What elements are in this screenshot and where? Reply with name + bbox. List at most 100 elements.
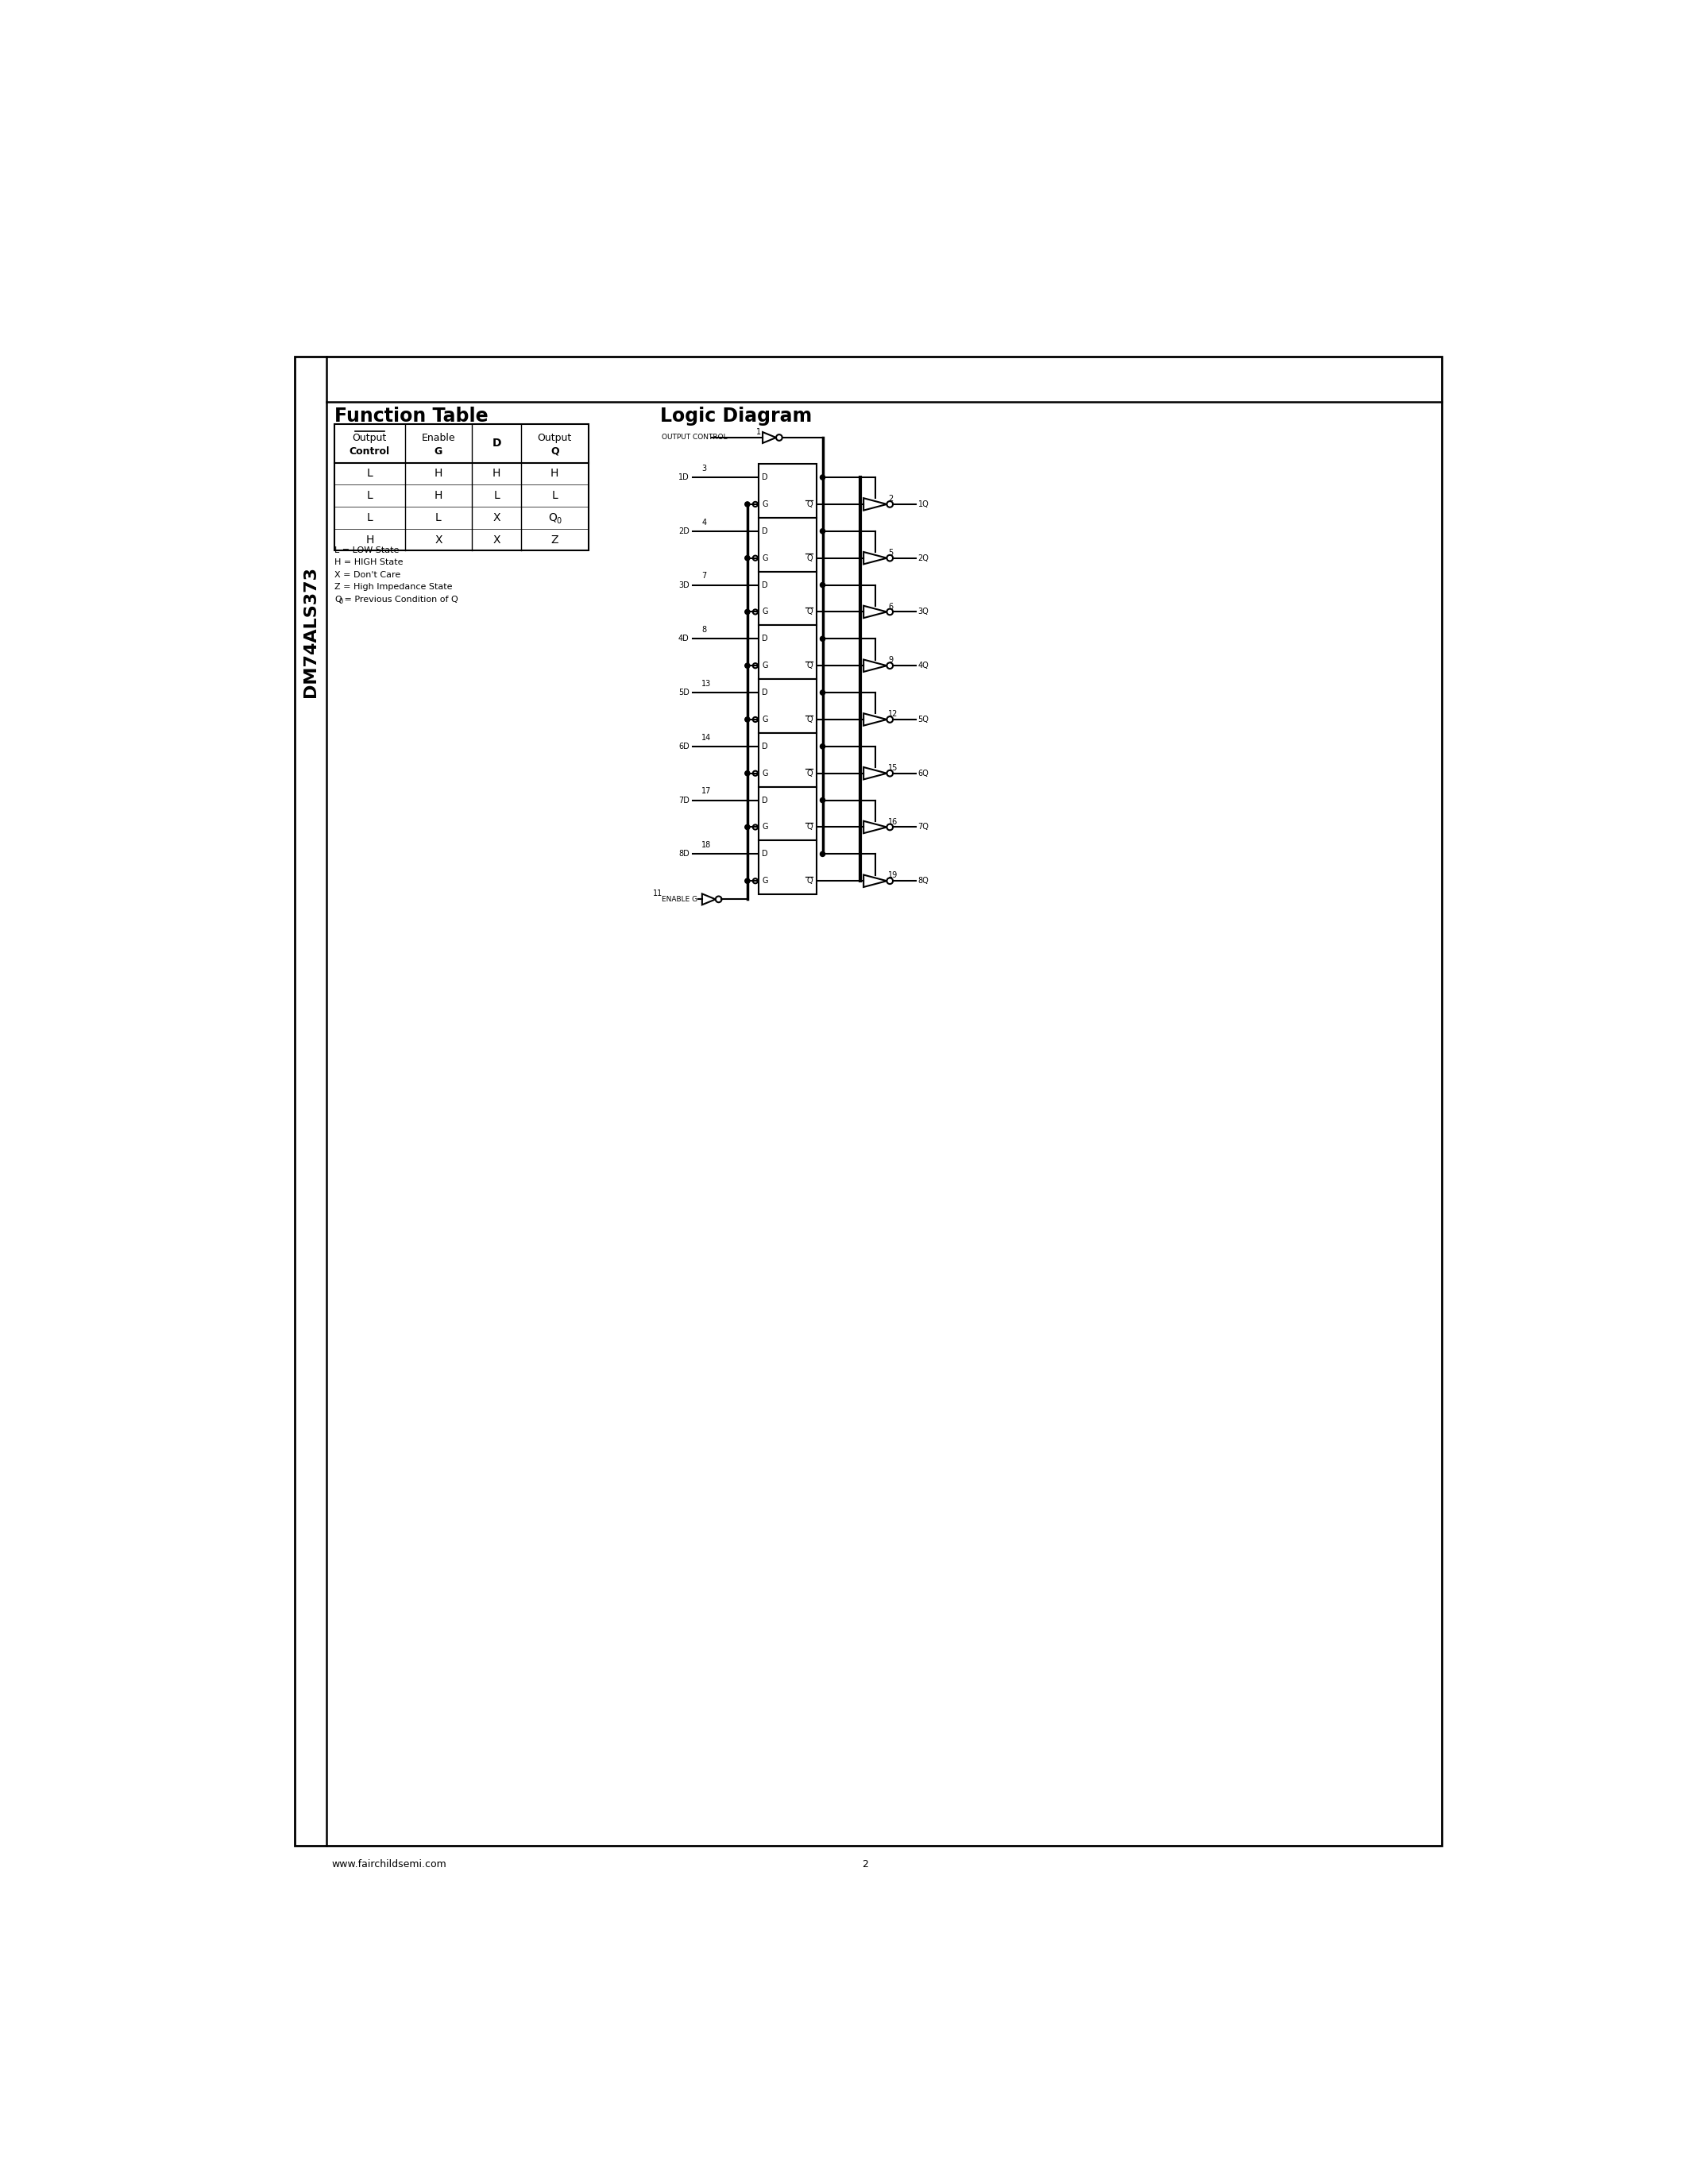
Text: 1Q: 1Q bbox=[918, 500, 928, 509]
Circle shape bbox=[820, 745, 825, 749]
Text: Z: Z bbox=[550, 535, 559, 546]
Text: 17: 17 bbox=[702, 788, 711, 795]
Text: 4: 4 bbox=[702, 518, 706, 526]
Text: G: G bbox=[761, 769, 768, 778]
Text: G: G bbox=[761, 662, 768, 670]
Text: H: H bbox=[434, 489, 442, 502]
Text: 6: 6 bbox=[888, 603, 893, 609]
Text: Q: Q bbox=[334, 596, 341, 603]
Bar bbox=[334, 424, 589, 550]
Circle shape bbox=[744, 716, 749, 723]
Circle shape bbox=[744, 771, 749, 775]
Text: 2Q: 2Q bbox=[918, 555, 928, 561]
Text: H: H bbox=[434, 467, 442, 478]
Text: 0: 0 bbox=[339, 598, 343, 605]
Circle shape bbox=[744, 664, 749, 668]
Text: 2D: 2D bbox=[679, 526, 689, 535]
Text: L: L bbox=[366, 511, 373, 524]
Text: D: D bbox=[761, 797, 768, 804]
Text: 11: 11 bbox=[653, 889, 662, 898]
Text: L = LOW State: L = LOW State bbox=[334, 546, 398, 555]
Text: 5D: 5D bbox=[679, 688, 689, 697]
Text: 5Q: 5Q bbox=[918, 716, 928, 723]
Text: Q: Q bbox=[549, 511, 557, 524]
Text: D: D bbox=[761, 850, 768, 858]
Bar bbox=[758, 518, 817, 572]
Text: H: H bbox=[550, 467, 559, 478]
Bar bbox=[758, 679, 817, 734]
Circle shape bbox=[744, 555, 749, 561]
Bar bbox=[758, 734, 817, 786]
Text: 7D: 7D bbox=[679, 797, 689, 804]
Text: H = HIGH State: H = HIGH State bbox=[334, 559, 403, 566]
Text: www.fairchildsemi.com: www.fairchildsemi.com bbox=[331, 1859, 446, 1870]
Text: D: D bbox=[761, 743, 768, 751]
Text: Function Table: Function Table bbox=[334, 406, 488, 426]
Text: 12: 12 bbox=[888, 710, 898, 719]
Text: 6D: 6D bbox=[679, 743, 689, 751]
Circle shape bbox=[820, 474, 825, 480]
Text: 4Q: 4Q bbox=[918, 662, 928, 670]
Text: L: L bbox=[366, 489, 373, 502]
Text: Z = High Impedance State: Z = High Impedance State bbox=[334, 583, 452, 592]
Circle shape bbox=[820, 852, 825, 856]
Text: D: D bbox=[761, 688, 768, 697]
Text: 3Q: 3Q bbox=[918, 607, 928, 616]
Text: Q: Q bbox=[807, 500, 814, 509]
Text: D: D bbox=[761, 474, 768, 480]
Text: D: D bbox=[761, 581, 768, 590]
Circle shape bbox=[820, 690, 825, 695]
Text: 7Q: 7Q bbox=[918, 823, 928, 832]
Text: G: G bbox=[434, 446, 442, 456]
Bar bbox=[295, 356, 1442, 1845]
Text: L: L bbox=[366, 467, 373, 478]
Text: 18: 18 bbox=[702, 841, 711, 850]
Circle shape bbox=[744, 609, 749, 614]
Bar bbox=[758, 786, 817, 841]
Text: Control: Control bbox=[349, 446, 390, 456]
Text: D: D bbox=[761, 636, 768, 642]
Text: Enable: Enable bbox=[422, 432, 456, 443]
Text: 8: 8 bbox=[702, 627, 706, 633]
Circle shape bbox=[820, 529, 825, 533]
Circle shape bbox=[820, 636, 825, 642]
Text: D: D bbox=[761, 526, 768, 535]
Text: H: H bbox=[493, 467, 501, 478]
Text: Q: Q bbox=[550, 446, 559, 456]
Text: G: G bbox=[761, 555, 768, 561]
Text: G: G bbox=[761, 823, 768, 832]
Text: 19: 19 bbox=[888, 871, 898, 880]
Text: G: G bbox=[761, 878, 768, 885]
Text: G: G bbox=[761, 716, 768, 723]
Text: 15: 15 bbox=[888, 764, 898, 771]
Text: Q: Q bbox=[807, 823, 814, 832]
Text: L: L bbox=[552, 489, 557, 502]
Text: Logic Diagram: Logic Diagram bbox=[660, 406, 812, 426]
Text: L: L bbox=[493, 489, 500, 502]
Text: 1D: 1D bbox=[679, 474, 689, 480]
Text: Q: Q bbox=[807, 662, 814, 670]
Text: 8Q: 8Q bbox=[918, 878, 928, 885]
Text: Output: Output bbox=[353, 432, 387, 443]
Text: X: X bbox=[493, 535, 500, 546]
Text: G: G bbox=[761, 500, 768, 509]
Text: 8D: 8D bbox=[679, 850, 689, 858]
Text: Q: Q bbox=[807, 716, 814, 723]
Text: Q: Q bbox=[807, 878, 814, 885]
Text: OUTPUT CONTROL: OUTPUT CONTROL bbox=[662, 435, 728, 441]
Text: 3D: 3D bbox=[679, 581, 689, 590]
Text: X = Don't Care: X = Don't Care bbox=[334, 570, 400, 579]
Text: 1: 1 bbox=[756, 428, 761, 437]
Circle shape bbox=[744, 878, 749, 882]
Text: X: X bbox=[436, 535, 442, 546]
Text: 2: 2 bbox=[888, 496, 893, 502]
Text: H: H bbox=[366, 535, 373, 546]
Text: 5: 5 bbox=[888, 548, 893, 557]
Text: D: D bbox=[491, 437, 501, 450]
Text: = Previous Condition of Q: = Previous Condition of Q bbox=[343, 596, 459, 603]
Text: Q: Q bbox=[807, 769, 814, 778]
Text: X: X bbox=[493, 511, 500, 524]
Text: L: L bbox=[436, 511, 442, 524]
Bar bbox=[758, 572, 817, 625]
Text: 13: 13 bbox=[702, 679, 711, 688]
